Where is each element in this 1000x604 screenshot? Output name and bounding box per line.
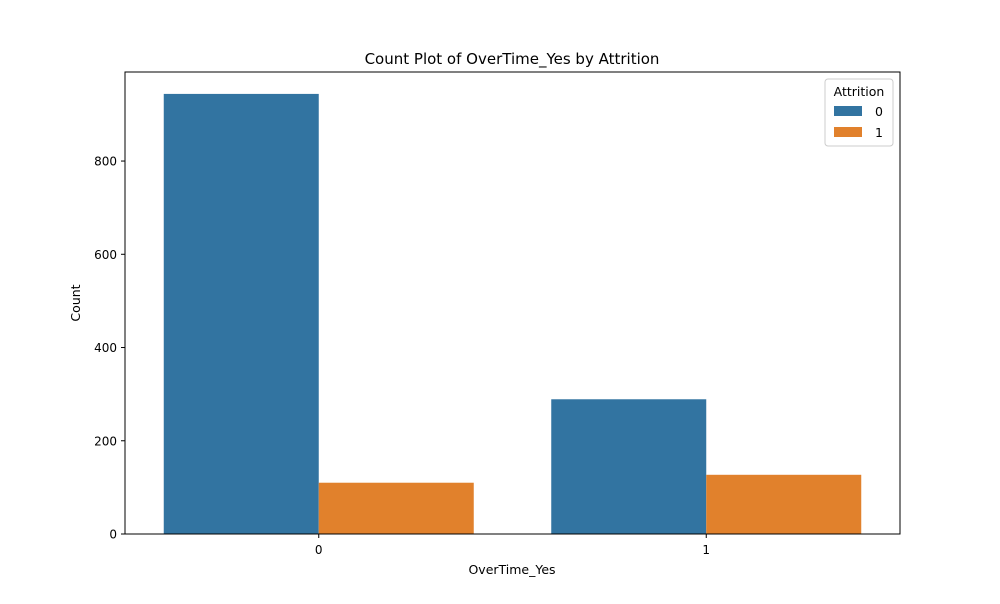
bar-cat0-attrition0 xyxy=(163,93,319,535)
bar-cat1-attrition1 xyxy=(706,474,862,534)
y-tick-label: 600 xyxy=(94,248,117,262)
legend: Attrition 01 xyxy=(824,78,894,147)
y-tick-label: 400 xyxy=(94,341,117,355)
bar-cat0-attrition1 xyxy=(318,482,474,534)
y-tick-label: 800 xyxy=(94,155,117,169)
legend-label: 0 xyxy=(875,104,883,119)
chart-title: Count Plot of OverTime_Yes by Attrition xyxy=(365,50,660,69)
legend-label: 1 xyxy=(875,125,883,140)
x-axis-label: OverTime_Yes xyxy=(468,562,555,577)
bar-cat1-attrition0 xyxy=(551,399,707,534)
legend-title: Attrition xyxy=(834,84,885,99)
x-tick-label: 0 xyxy=(315,543,323,557)
plot-frame xyxy=(124,71,901,535)
y-axis-label: Count xyxy=(68,284,83,321)
x-tick-label: 1 xyxy=(702,543,710,557)
y-axis: 0 200 400 600 800 xyxy=(94,155,125,542)
legend-swatch xyxy=(834,127,862,137)
y-tick-label: 0 xyxy=(109,528,117,542)
bars-layer xyxy=(163,93,862,535)
legend-swatch xyxy=(834,106,862,116)
legend-items: 01 xyxy=(834,104,883,140)
y-tick-label: 200 xyxy=(94,434,117,448)
